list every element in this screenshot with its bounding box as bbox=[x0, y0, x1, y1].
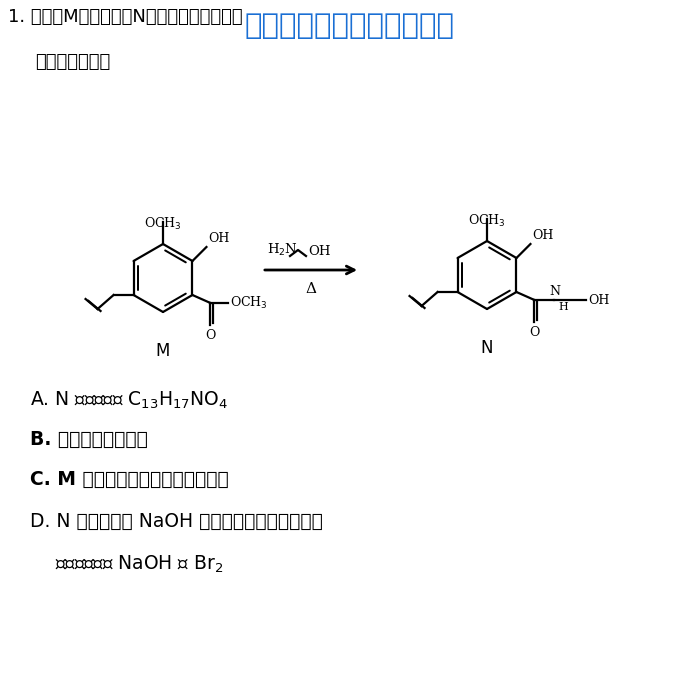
Text: A. N 的分子式为 C$_{13}$H$_{17}$NO$_4$: A. N 的分子式为 C$_{13}$H$_{17}$NO$_4$ bbox=[30, 390, 228, 411]
Text: Δ: Δ bbox=[305, 282, 316, 296]
Text: N: N bbox=[481, 339, 493, 357]
Text: C. M 中所有碳、氧原子可能共平面: C. M 中所有碳、氧原子可能共平面 bbox=[30, 470, 229, 489]
Text: 1. 有机物M和同类物质N的反应如图所示。下: 1. 有机物M和同类物质N的反应如图所示。下 bbox=[8, 8, 243, 26]
Text: M: M bbox=[156, 342, 170, 360]
Text: OH: OH bbox=[589, 293, 610, 306]
Text: 微信公众号关注：趣找答案: 微信公众号关注：趣找答案 bbox=[245, 12, 455, 40]
Text: H$_2$N: H$_2$N bbox=[267, 242, 298, 258]
Text: OH: OH bbox=[209, 232, 230, 245]
Text: D. N 分别与足量 NaOH 溶液和浓溴水反应，消耗: D. N 分别与足量 NaOH 溶液和浓溴水反应，消耗 bbox=[30, 512, 323, 531]
Text: OCH$_3$: OCH$_3$ bbox=[468, 213, 506, 229]
Text: OCH$_3$: OCH$_3$ bbox=[144, 216, 182, 232]
Text: OH: OH bbox=[308, 245, 330, 258]
Text: 等物质的量的 NaOH 和 Br$_2$: 等物质的量的 NaOH 和 Br$_2$ bbox=[55, 554, 223, 575]
Text: OH: OH bbox=[533, 229, 554, 242]
Text: B. 该反应为取代反应: B. 该反应为取代反应 bbox=[30, 430, 148, 449]
Text: N: N bbox=[549, 285, 560, 298]
Text: H: H bbox=[559, 302, 568, 312]
Text: OCH$_3$: OCH$_3$ bbox=[230, 295, 268, 311]
Text: O: O bbox=[529, 326, 540, 339]
Text: O: O bbox=[205, 329, 216, 342]
Text: 列说法错误的是: 列说法错误的是 bbox=[35, 53, 111, 71]
